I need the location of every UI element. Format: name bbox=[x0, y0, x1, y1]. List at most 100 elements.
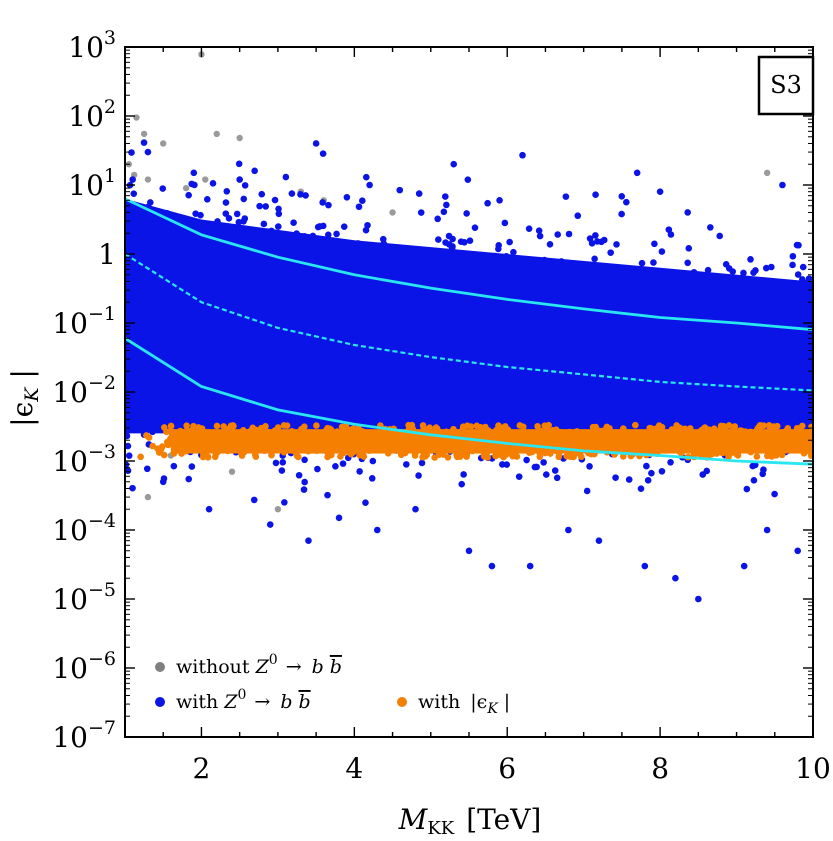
point-with bbox=[379, 360, 387, 368]
point-with bbox=[774, 394, 782, 401]
point-with bbox=[778, 295, 785, 302]
point-epsk bbox=[149, 442, 156, 450]
point-epsk bbox=[483, 449, 491, 456]
point-with bbox=[163, 369, 170, 376]
point-with bbox=[370, 250, 378, 258]
point-with bbox=[695, 595, 702, 603]
point-with bbox=[531, 394, 539, 401]
point-with bbox=[727, 398, 734, 406]
point-with bbox=[674, 310, 681, 318]
point-with bbox=[521, 338, 529, 345]
point-with bbox=[316, 304, 324, 311]
point-with bbox=[445, 241, 453, 248]
legend: without Z0 → b b with Z0 → b b with |ϵK | bbox=[155, 652, 510, 717]
point-epsk bbox=[647, 431, 655, 438]
point-with bbox=[558, 341, 565, 348]
point-with bbox=[719, 343, 726, 351]
point-epsk bbox=[160, 451, 168, 459]
point-with bbox=[360, 403, 368, 410]
point-with bbox=[249, 279, 257, 286]
point-with bbox=[533, 324, 541, 331]
point-with bbox=[341, 243, 349, 251]
point-epsk bbox=[286, 443, 294, 451]
point-with bbox=[250, 380, 257, 388]
y-tick-label-exponent: 3 bbox=[104, 27, 116, 49]
point-with bbox=[680, 367, 687, 375]
point-with bbox=[190, 414, 198, 422]
point-with bbox=[363, 360, 371, 368]
point-with bbox=[517, 331, 525, 339]
point-with bbox=[289, 348, 297, 356]
point-with bbox=[365, 296, 372, 304]
point-with bbox=[441, 395, 448, 402]
point-epsk bbox=[380, 446, 388, 454]
point-with bbox=[169, 258, 177, 266]
point-with bbox=[300, 486, 308, 493]
point-epsk bbox=[710, 425, 718, 432]
point-with bbox=[219, 339, 226, 346]
point-with bbox=[190, 403, 197, 410]
point-with bbox=[585, 279, 593, 286]
point-with bbox=[303, 385, 311, 393]
x-axis-title-main: M bbox=[398, 803, 429, 836]
point-with bbox=[608, 400, 616, 408]
point-with bbox=[574, 334, 582, 342]
point-epsk bbox=[167, 422, 175, 430]
legend-marker-epsk bbox=[397, 697, 407, 707]
point-with bbox=[129, 176, 136, 183]
point-with bbox=[372, 309, 379, 316]
point-with bbox=[641, 328, 649, 336]
point-with bbox=[626, 362, 633, 370]
point-epsk bbox=[747, 448, 755, 456]
point-epsk bbox=[505, 445, 512, 452]
point-with bbox=[763, 526, 771, 534]
point-with bbox=[432, 264, 439, 272]
point-with bbox=[435, 236, 442, 243]
point-with bbox=[460, 471, 467, 478]
point-with bbox=[564, 329, 572, 337]
point-with bbox=[441, 277, 449, 285]
point-epsk bbox=[595, 427, 603, 435]
point-with bbox=[388, 378, 395, 385]
point-epsk bbox=[503, 451, 510, 458]
point-with bbox=[649, 323, 657, 331]
point-with bbox=[249, 272, 257, 280]
point-with bbox=[461, 239, 468, 246]
point-with bbox=[135, 246, 143, 254]
point-with bbox=[341, 375, 349, 383]
point-with bbox=[762, 300, 770, 308]
point-with bbox=[388, 405, 396, 413]
point-epsk bbox=[176, 427, 184, 435]
legend-marker-with bbox=[155, 697, 165, 707]
point-with bbox=[441, 193, 449, 200]
point-epsk bbox=[325, 447, 333, 454]
point-with bbox=[572, 392, 580, 400]
point-epsk bbox=[526, 449, 533, 456]
point-with bbox=[741, 403, 748, 411]
point-with bbox=[559, 407, 567, 414]
point-with bbox=[765, 406, 773, 414]
point-with bbox=[766, 390, 774, 397]
point-with bbox=[261, 313, 269, 320]
point-with bbox=[525, 225, 533, 232]
point-with bbox=[282, 315, 290, 322]
point-epsk bbox=[583, 433, 590, 440]
point-without bbox=[228, 468, 236, 475]
point-with bbox=[361, 410, 369, 418]
point-with bbox=[398, 312, 406, 320]
point-with bbox=[208, 376, 216, 383]
point-without bbox=[144, 493, 152, 501]
point-with bbox=[263, 228, 271, 235]
point-with bbox=[216, 329, 224, 336]
point-with bbox=[334, 301, 342, 308]
point-with bbox=[254, 267, 261, 275]
point-with bbox=[183, 270, 190, 278]
point-with bbox=[347, 401, 355, 409]
point-with bbox=[792, 394, 799, 402]
point-with bbox=[425, 250, 433, 258]
point-with bbox=[614, 346, 622, 354]
point-with bbox=[281, 277, 289, 285]
point-epsk bbox=[455, 448, 462, 456]
point-epsk bbox=[669, 438, 677, 445]
